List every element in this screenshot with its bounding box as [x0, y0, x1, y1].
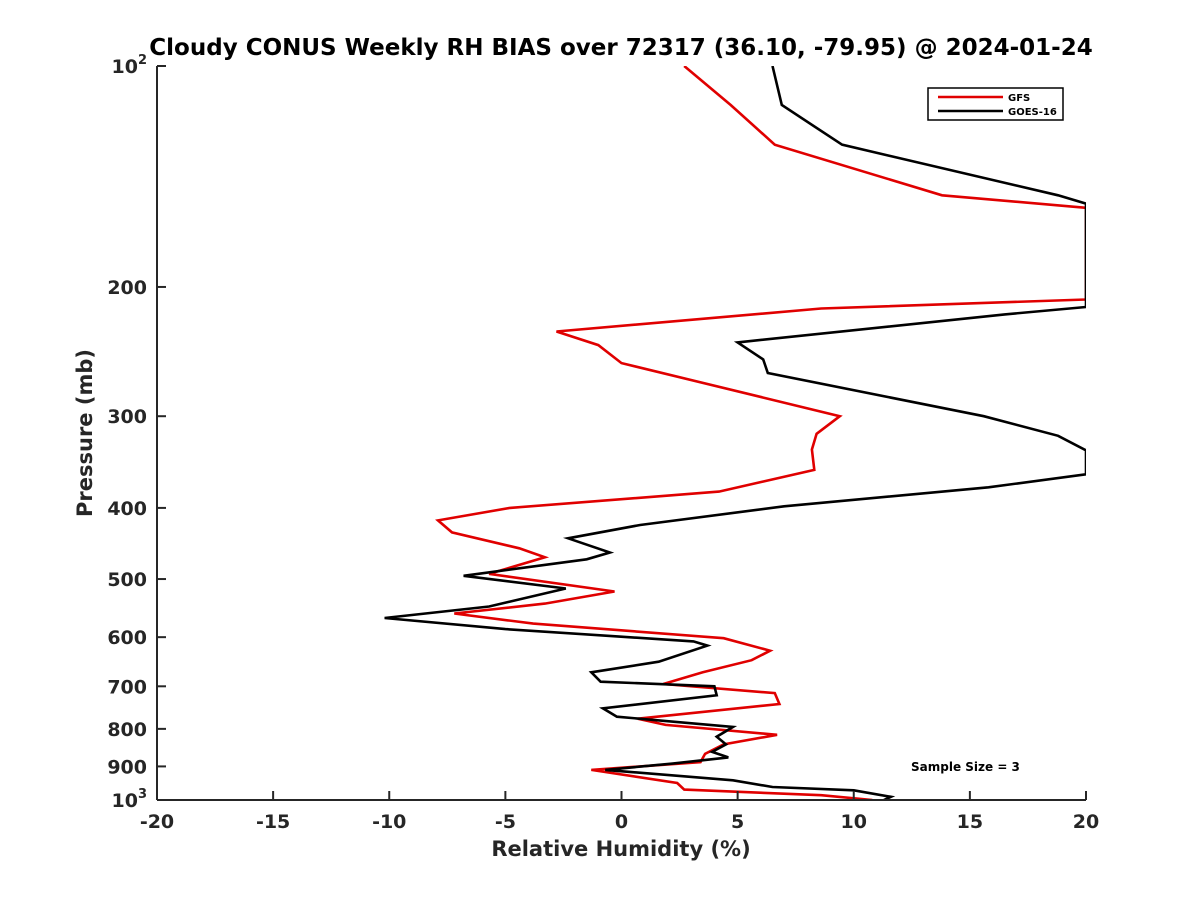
- x-ticks: -20 -15 -10 -5 0 5 10 15 20: [140, 791, 1099, 833]
- y-tick-label: 300: [107, 406, 147, 428]
- legend-box: [927, 87, 1064, 121]
- y-tick-label: 400: [107, 498, 147, 520]
- legend: GFS GOES-16: [927, 87, 1064, 121]
- y-tick-label: 102: [112, 53, 148, 78]
- x-tick-label: 20: [1073, 811, 1099, 833]
- x-tick-label: -5: [495, 811, 516, 833]
- x-tick-label: 5: [731, 811, 744, 833]
- y-tick-label: 800: [107, 719, 147, 741]
- x-axis-label: Relative Humidity (%): [491, 837, 750, 861]
- x-tick-label: -10: [372, 811, 406, 833]
- y-tick-label: 900: [107, 756, 147, 778]
- y-tick-label: 500: [107, 569, 147, 591]
- series-layer: [384, 66, 1086, 800]
- sample-size-annotation: Sample Size = 3: [911, 760, 1020, 774]
- x-tick-label: 10: [841, 811, 867, 833]
- y-tick-label: 103: [112, 787, 148, 812]
- y-tick-label: 600: [107, 627, 147, 649]
- y-axis-label: Pressure (mb): [73, 349, 97, 517]
- legend-label-goes16: GOES-16: [1008, 107, 1057, 118]
- y-tick-label: 200: [107, 277, 147, 299]
- x-tick-label: 0: [615, 811, 628, 833]
- x-tick-label: -20: [140, 811, 174, 833]
- x-tick-label: -15: [256, 811, 290, 833]
- x-tick-label: 15: [957, 811, 983, 833]
- plot-area: [157, 66, 1086, 800]
- chart-title: Cloudy CONUS Weekly RH BIAS over 72317 (…: [149, 35, 1092, 61]
- y-tick-label: 700: [107, 676, 147, 698]
- legend-label-gfs: GFS: [1008, 93, 1030, 104]
- y-ticks: 102 200 300 400 500 600 700 800 900 103: [107, 53, 166, 812]
- series-line-goes16: [384, 66, 1086, 800]
